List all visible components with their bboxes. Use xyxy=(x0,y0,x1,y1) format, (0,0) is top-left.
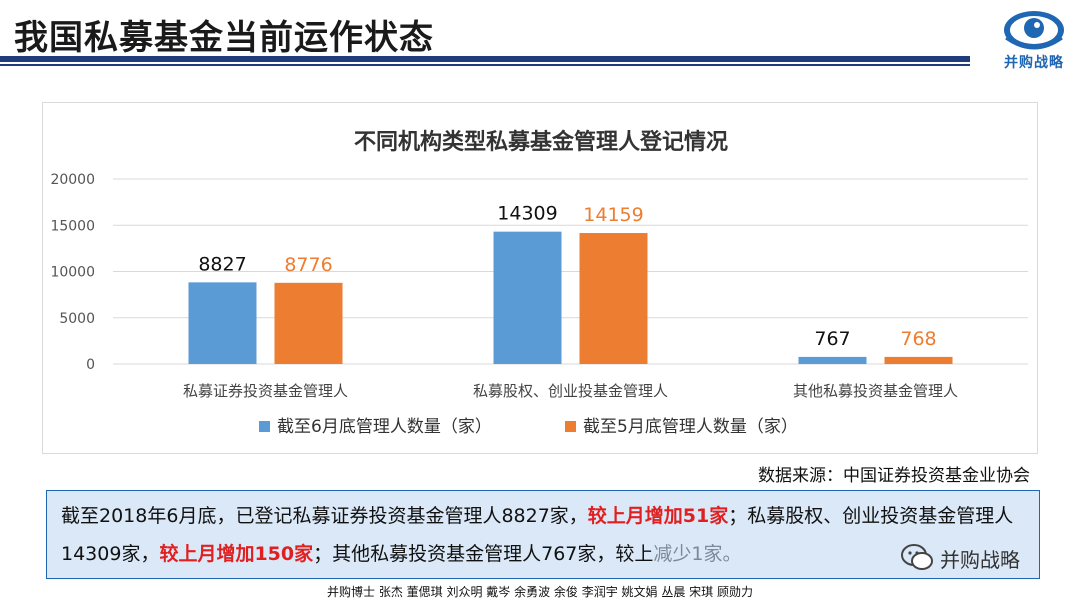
data-label: 8827 xyxy=(198,253,246,275)
bar xyxy=(493,231,562,364)
title-underline-thin xyxy=(0,64,970,66)
watermark-text: 并购战略 xyxy=(940,547,1020,572)
chart-title: 不同机构类型私募基金管理人登记情况 xyxy=(354,129,728,155)
x-category-label: 私募证券投资基金管理人 xyxy=(183,382,348,400)
legend-label: 截至5月底管理人数量（家） xyxy=(583,417,798,437)
credits: 并购博士 张杰 董偲琪 刘众明 戴岑 余勇波 余俊 李润宇 姚文娟 丛晨 宋琪 … xyxy=(327,585,753,599)
summary-box: 截至2018年6月底，已登记私募证券投资基金管理人8827家，较上月增加51家；… xyxy=(46,490,1040,579)
x-category-label: 私募股权、创业投基金管理人 xyxy=(473,382,668,400)
wechat-icon xyxy=(901,544,933,570)
summary-text-4: 减少1家。 xyxy=(653,543,742,565)
legend-swatch xyxy=(565,421,576,432)
bar xyxy=(798,356,867,364)
y-tick-label: 0 xyxy=(86,357,95,373)
bar xyxy=(274,282,343,364)
watermark: 并购战略 xyxy=(900,536,1050,580)
bar xyxy=(188,282,257,364)
eye-icon xyxy=(1004,11,1064,50)
y-tick-label: 15000 xyxy=(50,218,95,234)
chart-container: 不同机构类型私募基金管理人登记情况 0 5000 10000 15000 20000 882… xyxy=(42,102,1038,454)
y-tick-label: 5000 xyxy=(59,311,95,327)
summary-text-2: ；私募股权、创业投资基金管理人14309家， xyxy=(61,505,1014,565)
brand-logo: 并购战略 xyxy=(998,6,1070,72)
logo-text: 并购战略 xyxy=(1004,55,1064,71)
summary-highlight-1: 较上月增加51家 xyxy=(587,505,729,527)
data-source: 数据来源：中国证券投资基金业协会 xyxy=(758,466,1030,486)
data-label: 14309 xyxy=(497,203,557,225)
summary-text-1: 截至2018年6月底，已登记私募证券投资基金管理人8827家， xyxy=(61,505,588,527)
y-tick-label: 20000 xyxy=(50,172,95,188)
summary-highlight-2: 较上月增加150家 xyxy=(159,543,314,565)
data-label: 14159 xyxy=(583,204,643,226)
data-label: 767 xyxy=(814,328,850,350)
legend-swatch xyxy=(259,421,270,432)
title-underline xyxy=(0,56,970,62)
data-label: 8776 xyxy=(284,254,332,276)
legend-label: 截至6月底管理人数量（家） xyxy=(277,417,492,437)
y-tick-label: 10000 xyxy=(50,265,95,281)
summary-text-3: ；其他私募投资基金管理人767家，较上 xyxy=(313,543,654,565)
slide-title: 我国私募基金当前运作状态 xyxy=(14,18,434,58)
bar xyxy=(579,233,648,364)
bar-chart: 不同机构类型私募基金管理人登记情况 0 5000 10000 15000 20000 882… xyxy=(50,129,1028,437)
bar xyxy=(884,356,953,364)
data-label: 768 xyxy=(900,328,936,350)
x-category-label: 其他私募投资基金管理人 xyxy=(793,382,958,400)
